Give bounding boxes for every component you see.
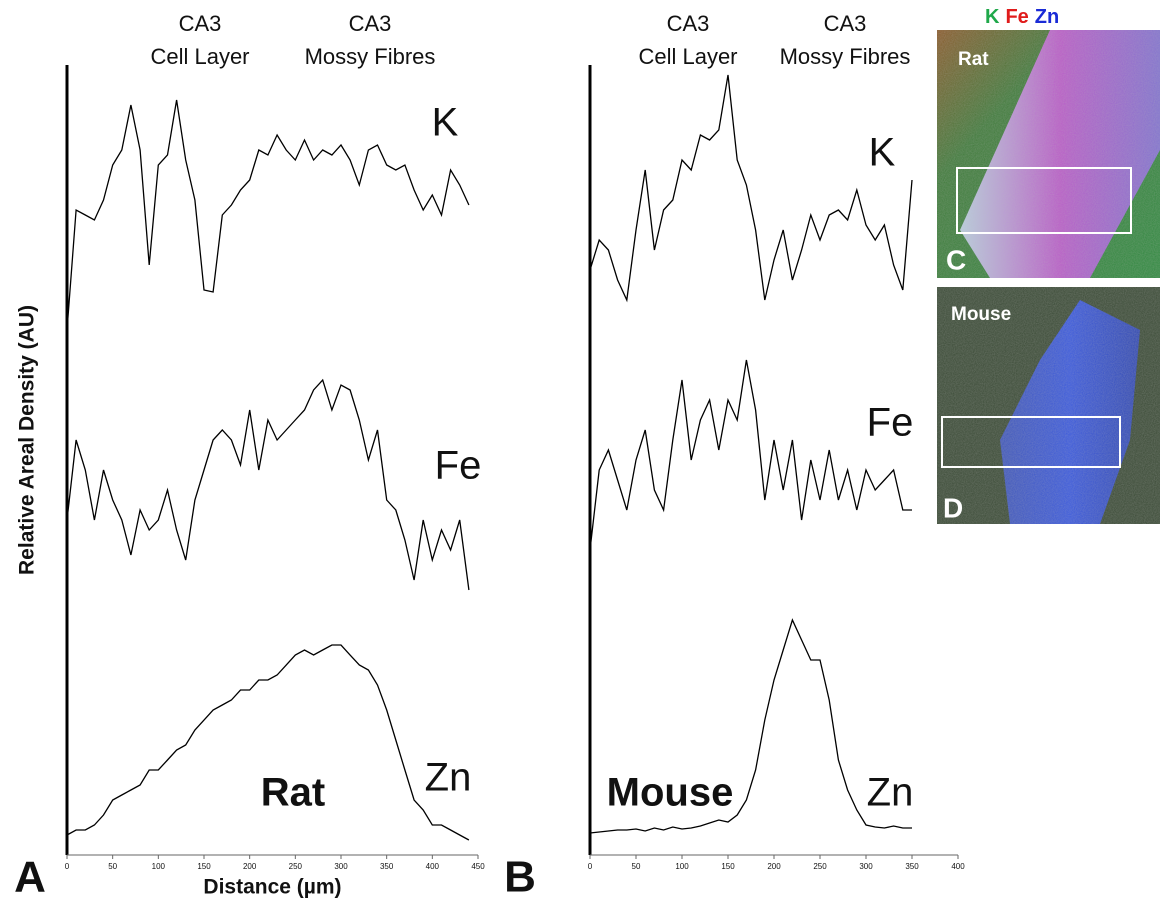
trace xyxy=(66,378,470,591)
x-tick-label: 50 xyxy=(632,862,641,871)
x-axis-title: Distance (µm) xyxy=(203,876,341,899)
x-tick-label: 150 xyxy=(197,862,211,871)
image-c xyxy=(937,30,1160,278)
region-label: CA3 xyxy=(824,11,867,36)
series-label: Fe xyxy=(867,401,914,445)
series-label: Zn xyxy=(867,771,914,815)
y-axis-title: Relative Areal Density (AU) xyxy=(16,305,39,575)
legend-entry: Fe xyxy=(1005,6,1028,28)
region-label: CA3 xyxy=(667,11,710,36)
x-tick-label: 150 xyxy=(721,862,735,871)
x-tick-label: 400 xyxy=(426,862,440,871)
x-tick-label: 100 xyxy=(675,862,689,871)
panel-letter: B xyxy=(504,853,536,902)
image-d xyxy=(937,287,1160,524)
trace xyxy=(589,618,912,834)
species-label: Mouse xyxy=(607,771,734,815)
species-label: Rat xyxy=(261,771,325,815)
trace xyxy=(66,644,470,841)
x-tick-label: 450 xyxy=(471,862,485,871)
trace xyxy=(66,99,470,331)
series-label: Fe xyxy=(435,444,482,488)
legend-entry: Zn xyxy=(1035,6,1059,28)
x-tick-label: 100 xyxy=(152,862,166,871)
x-tick-label: 200 xyxy=(243,862,257,871)
x-tick-label: 0 xyxy=(65,862,70,871)
region-label: Mossy Fibres xyxy=(780,44,911,69)
series-label: Zn xyxy=(425,756,472,800)
x-tick-label: 300 xyxy=(859,862,873,871)
x-tick-label: 250 xyxy=(813,862,827,871)
trace xyxy=(589,359,912,551)
region-label: CA3 xyxy=(349,11,392,36)
image-letter: C xyxy=(946,244,966,275)
series-label: K xyxy=(869,131,896,175)
x-tick-label: 300 xyxy=(334,862,348,871)
x-tick-label: 0 xyxy=(588,862,593,871)
x-tick-label: 50 xyxy=(108,862,117,871)
trace xyxy=(589,74,913,303)
image-label: Rat xyxy=(958,49,989,70)
x-tick-label: 350 xyxy=(905,862,919,871)
x-tick-label: 350 xyxy=(380,862,394,871)
legend-entry: K xyxy=(985,6,1000,28)
image-label: Mouse xyxy=(951,304,1011,325)
series-label: K xyxy=(432,101,459,145)
image-legend: K Fe Zn xyxy=(985,6,1059,28)
image-letter: D xyxy=(943,492,963,523)
region-label: Cell Layer xyxy=(150,44,249,69)
panel-letter: A xyxy=(14,853,46,902)
region-label: Cell Layer xyxy=(638,44,737,69)
x-tick-label: 400 xyxy=(951,862,965,871)
x-tick-label: 250 xyxy=(289,862,303,871)
x-tick-label: 200 xyxy=(767,862,781,871)
region-label: CA3 xyxy=(179,11,222,36)
region-label: Mossy Fibres xyxy=(305,44,436,69)
